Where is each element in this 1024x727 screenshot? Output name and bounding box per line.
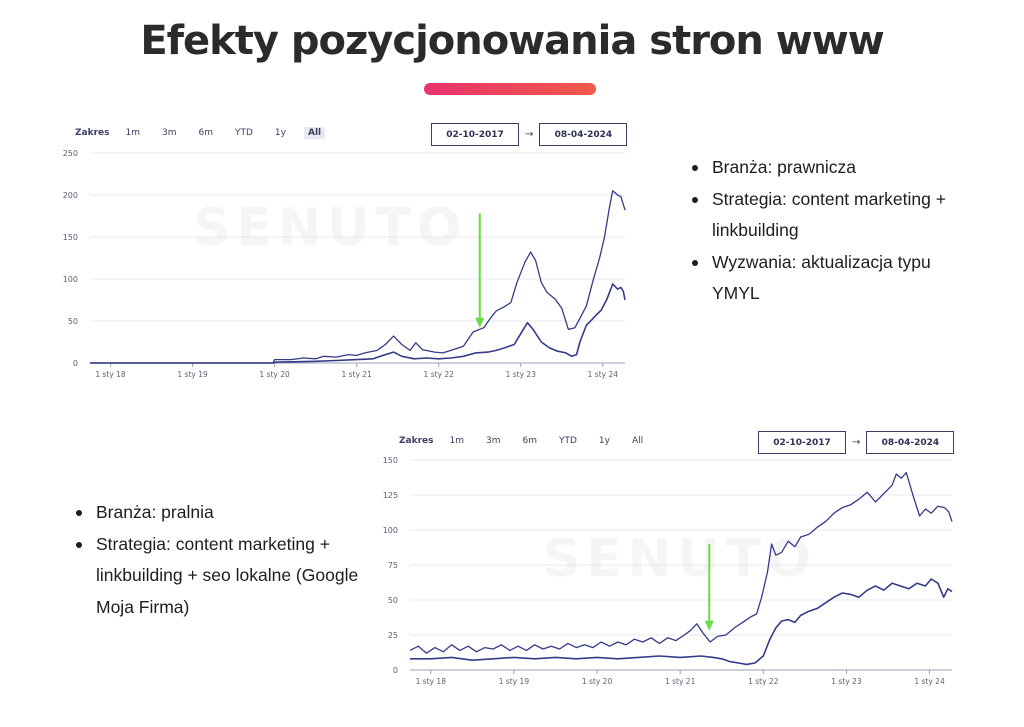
x-tick-label: 1 sty 18 <box>95 370 126 379</box>
date-to-field[interactable]: 08-04-2024 <box>539 123 628 146</box>
chart-plot: SENUTO 0 25 50 75 100 125 150 1 sty 18 1 sty 19 1… <box>383 456 953 686</box>
range-button-ytd[interactable]: YTD <box>558 436 577 446</box>
series-line-2 <box>90 283 626 364</box>
x-tick-label: 1 sty 20 <box>259 370 290 379</box>
range-button-1m[interactable]: 1m <box>449 436 464 446</box>
bullet-list-1: Branża: prawnicza Strategia: content mar… <box>692 152 982 310</box>
x-tick-label: 1 sty 21 <box>341 370 372 379</box>
range-button-6m[interactable]: 6m <box>522 436 537 446</box>
series-line-1 <box>409 471 953 654</box>
y-tick-label: 150 <box>383 456 398 465</box>
y-tick-label: 75 <box>388 561 398 570</box>
x-tick-label: 1 sty 20 <box>582 677 613 686</box>
y-tick-label: 50 <box>388 596 398 605</box>
range-toolbar: Zakres 1m 3m 6m YTD 1y All <box>75 123 339 143</box>
x-tick-label: 1 sty 23 <box>831 677 862 686</box>
date-range: 02-10-2017 → 08-04-2024 <box>758 431 955 454</box>
bullet-item: Strategia: content marketing + linkbuild… <box>692 184 982 247</box>
range-button-1y[interactable]: 1y <box>598 436 610 446</box>
x-tick-label: 1 sty 24 <box>588 370 619 379</box>
date-from-field[interactable]: 02-10-2017 <box>758 431 846 454</box>
range-button-all[interactable]: All <box>303 127 326 139</box>
series-line-2 <box>410 578 953 666</box>
date-to-field[interactable]: 08-04-2024 <box>866 431 955 454</box>
y-tick-label: 100 <box>63 275 78 284</box>
annotation-arrow-head <box>704 620 714 631</box>
range-button-all[interactable]: All <box>631 436 644 446</box>
series-line-1 <box>90 190 626 364</box>
x-tick-label: 1 sty 19 <box>499 677 530 686</box>
bullet-item: Branża: prawnicza <box>692 152 982 184</box>
bullet-list-2: Branża: pralnia Strategia: content marke… <box>76 497 361 623</box>
title-accent-bar <box>424 83 596 95</box>
y-tick-label: 0 <box>73 359 78 368</box>
y-tick-label: 50 <box>68 317 78 326</box>
chart-block-2: Zakres 1m 3m 6m YTD 1y All 02-10-2017 → … <box>380 431 960 696</box>
range-label: Zakres <box>75 128 110 138</box>
y-tick-label: 0 <box>393 666 398 675</box>
y-tick-label: 25 <box>388 631 398 640</box>
range-button-3m[interactable]: 3m <box>485 436 501 446</box>
y-tick-label: 250 <box>63 149 78 158</box>
date-arrow: → <box>852 437 861 448</box>
date-arrow: → <box>525 129 534 140</box>
date-range: 02-10-2017 → 08-04-2024 <box>431 123 628 146</box>
bullet-item: Wyzwania: aktualizacja typu YMYL <box>692 247 982 310</box>
x-tick-label: 1 sty 23 <box>506 370 537 379</box>
x-tick-label: 1 sty 21 <box>665 677 696 686</box>
x-tick-label: 1 sty 18 <box>416 677 447 686</box>
range-button-1m[interactable]: 1m <box>125 128 140 138</box>
chart-block-1: Zakres 1m 3m 6m YTD 1y All 02-10-2017 → … <box>55 123 635 385</box>
range-button-3m[interactable]: 3m <box>161 128 177 138</box>
y-tick-label: 200 <box>63 191 78 200</box>
annotation-arrow-head <box>475 317 485 328</box>
y-tick-label: 150 <box>63 233 78 242</box>
bullet-item: Strategia: content marketing + linkbuild… <box>76 529 361 624</box>
range-button-ytd[interactable]: YTD <box>234 128 253 138</box>
date-from-field[interactable]: 02-10-2017 <box>431 123 519 146</box>
range-button-6m[interactable]: 6m <box>198 128 213 138</box>
chart-plot: SENUTO 0 50 100 150 200 250 1 sty 18 1 sty 19 1 … <box>63 149 626 379</box>
y-tick-label: 125 <box>383 491 398 500</box>
x-tick-label: 1 sty 19 <box>177 370 208 379</box>
page-title: Efekty pozycjonowania stron www <box>140 18 884 64</box>
watermark: SENUTO <box>193 198 467 258</box>
x-tick-label: 1 sty 22 <box>748 677 779 686</box>
y-tick-label: 100 <box>383 526 398 535</box>
bullet-item: Branża: pralnia <box>76 497 361 529</box>
range-button-1y[interactable]: 1y <box>274 128 286 138</box>
range-toolbar: Zakres 1m 3m 6m YTD 1y All <box>399 431 661 451</box>
x-tick-label: 1 sty 24 <box>914 677 945 686</box>
watermark: SENUTO <box>543 529 817 589</box>
range-label: Zakres <box>399 436 434 446</box>
x-tick-label: 1 sty 22 <box>424 370 455 379</box>
